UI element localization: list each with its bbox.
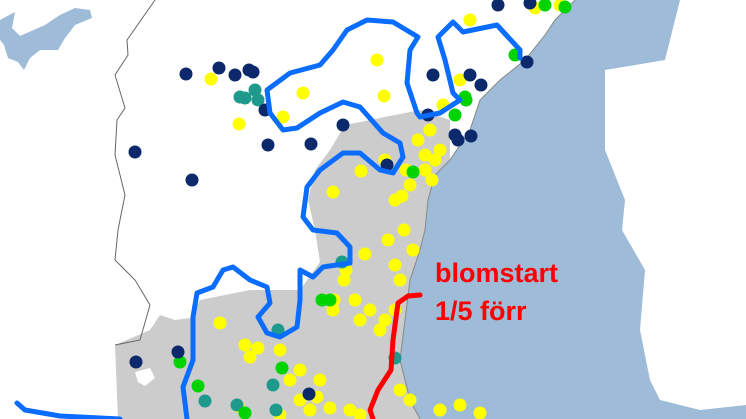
observation-dot-yellow (238, 338, 252, 352)
observation-dot-green (173, 355, 187, 369)
observation-dot-navy (380, 158, 394, 172)
observation-dot-yellow (353, 408, 367, 419)
observation-dot-navy (523, 0, 537, 10)
observation-dot-yellow (377, 89, 391, 103)
observation-dot-navy (228, 68, 242, 82)
observation-dot-navy (179, 67, 193, 81)
observation-dot-yellow (353, 313, 367, 327)
observation-dot-yellow (378, 313, 392, 327)
observation-dot-yellow (337, 273, 351, 287)
observation-dot-navy (128, 145, 142, 159)
observation-dot-navy (302, 387, 316, 401)
observation-dot-green (238, 406, 252, 419)
observation-dot-yellow (373, 323, 387, 337)
boundary-line-southwest (14, 400, 123, 419)
country-border (114, 0, 156, 346)
observation-dot-yellow (293, 363, 307, 377)
observation-dot-green (558, 0, 572, 14)
observation-dot-navy (171, 345, 185, 359)
observation-dot-yellow (251, 341, 265, 355)
observation-dot-green (323, 293, 337, 307)
observation-dot-navy (464, 129, 478, 143)
earlier-start-line (367, 292, 423, 419)
observation-dot-navy (426, 68, 440, 82)
observation-dot-navy (463, 68, 477, 82)
observation-dot-navy (336, 118, 350, 132)
observation-dot-navy (212, 61, 226, 75)
observation-dot-green (538, 0, 552, 12)
observation-dot-yellow (243, 350, 257, 364)
observation-dot-yellow (370, 53, 384, 67)
annotation-line2: 1/5 förr (435, 296, 527, 326)
observation-dot-navy (451, 133, 465, 147)
observation-dot-teal (233, 90, 247, 104)
observation-dot-yellow (433, 143, 447, 157)
observation-dot-yellow (425, 173, 439, 187)
observation-dot-yellow (381, 233, 395, 247)
observation-dot-yellow (313, 373, 327, 387)
observation-dot-yellow (283, 373, 297, 387)
observation-dot-yellow (348, 293, 362, 307)
observation-dot-yellow (326, 185, 340, 199)
observation-dot-yellow (453, 73, 467, 87)
observation-dot-navy (261, 138, 275, 152)
observation-dot-yellow (418, 163, 432, 177)
observation-dot-yellow (323, 401, 337, 415)
observation-dot-yellow (403, 393, 417, 407)
observation-dot-yellow (418, 148, 432, 162)
observation-dot-yellow (463, 13, 477, 27)
observation-dot-yellow (397, 223, 411, 237)
observation-dot-yellow (354, 164, 368, 178)
boundary-line-main (180, 17, 523, 419)
observation-dot-yellow (403, 178, 417, 192)
observation-dot-yellow (276, 110, 290, 124)
observation-dot-navy (304, 137, 318, 151)
white-patch (135, 368, 155, 386)
observation-dot-yellow (363, 303, 377, 317)
observation-dot-navy (246, 65, 260, 79)
observation-dot-yellow (473, 406, 487, 419)
observation-dot-green (406, 165, 420, 179)
observation-dot-green (448, 108, 462, 122)
observation-dots (128, 0, 572, 419)
observation-dot-navy (491, 0, 505, 12)
observation-dot-yellow (433, 403, 447, 417)
observation-dot-green (191, 379, 205, 393)
observation-dot-teal (248, 83, 262, 97)
observation-dot-green (275, 361, 289, 375)
observation-dot-yellow (358, 247, 372, 261)
observation-dot-teal (230, 398, 244, 412)
observation-dot-yellow (296, 86, 310, 100)
observation-dot-yellow (303, 403, 317, 417)
observation-dot-teal (251, 93, 265, 107)
observation-dot-yellow (428, 153, 442, 167)
observation-dot-yellow (326, 303, 340, 317)
lake (0, 8, 92, 70)
observation-dot-yellow (393, 383, 407, 397)
observation-dot-yellow (406, 243, 420, 257)
observation-dot-navy (185, 173, 199, 187)
observation-dot-yellow (423, 123, 437, 137)
observation-dot-teal (266, 378, 280, 392)
observation-dot-teal (269, 403, 283, 417)
observation-dot-yellow (395, 189, 409, 203)
observation-dot-navy (474, 78, 488, 92)
observation-dot-yellow (232, 117, 246, 131)
observation-dot-yellow (393, 273, 407, 287)
observation-dot-yellow (343, 403, 357, 417)
observation-dot-yellow (213, 316, 227, 330)
observation-dot-yellow (273, 343, 287, 357)
observation-dot-navy (129, 355, 143, 369)
annotation-line1: blomstart (435, 258, 559, 288)
sea (400, 0, 746, 419)
observation-dot-teal (198, 394, 212, 408)
observation-dot-yellow (411, 133, 425, 147)
observation-dot-yellow (388, 258, 402, 272)
observation-dot-navy (520, 55, 534, 69)
observation-dot-yellow (453, 398, 467, 412)
shaded-region (115, 110, 450, 419)
observation-dot-yellow (204, 72, 218, 86)
